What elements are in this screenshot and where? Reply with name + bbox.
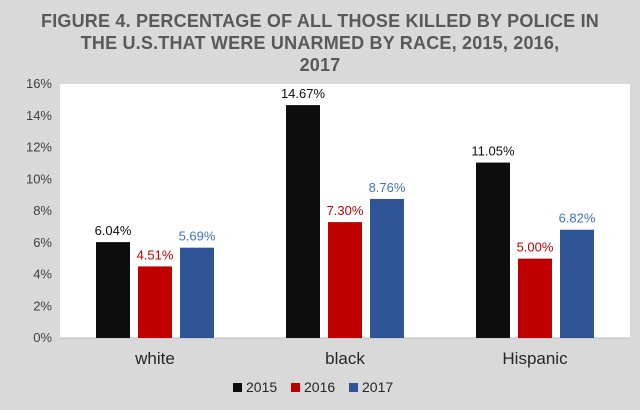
y-tick-label: 2% — [33, 298, 52, 313]
data-label: 6.04% — [95, 223, 132, 238]
bar-2015-black — [286, 105, 320, 339]
chart-title-line-2: THE U.S.THAT WERE UNARMED BY RACE, 2015,… — [80, 33, 560, 53]
x-category-label: black — [325, 349, 365, 368]
bar-2015-white — [96, 242, 130, 338]
chart-title: FIGURE 4. PERCENTAGE OF ALL THOSE KILLED… — [40, 10, 600, 76]
x-category-label: Hispanic — [502, 349, 568, 368]
bar-2017-black — [370, 198, 404, 338]
bar-2016-black — [328, 222, 362, 338]
y-tick-label: 4% — [33, 267, 52, 282]
y-tick-label: 14% — [26, 108, 52, 123]
bar-2016-hispanic — [518, 258, 552, 338]
chart-title-line-1: FIGURE 4. PERCENTAGE OF ALL THOSE KILLED… — [41, 11, 599, 31]
legend-label-2017: 2017 — [362, 379, 393, 395]
data-label: 14.67% — [281, 86, 326, 101]
data-label: 11.05% — [471, 144, 515, 159]
bar-2017-white — [180, 247, 214, 338]
data-label: 4.51% — [137, 247, 174, 262]
y-tick-label: 0% — [33, 330, 52, 345]
data-label: 8.76% — [369, 180, 406, 195]
y-tick-label: 16% — [26, 76, 52, 91]
legend-swatch-2017 — [349, 383, 358, 392]
legend-swatch-2015 — [233, 383, 242, 392]
data-label: 5.69% — [179, 229, 216, 244]
y-tick-label: 6% — [33, 235, 52, 250]
x-category-label: white — [134, 349, 175, 368]
chart-title-line-3: 2017 — [299, 55, 341, 75]
data-label: 7.30% — [327, 203, 364, 218]
data-label: 6.82% — [559, 211, 596, 226]
bar-2015-hispanic — [476, 162, 510, 338]
y-tick-label: 8% — [33, 203, 52, 218]
legend-swatch-2016 — [291, 383, 300, 392]
bar-2016-white — [138, 266, 172, 338]
legend-label-2015: 2015 — [246, 379, 277, 395]
bar-2017-hispanic — [560, 229, 594, 338]
data-label: 5.00% — [517, 240, 554, 255]
y-tick-label: 10% — [26, 171, 52, 186]
legend-label-2016: 2016 — [304, 379, 335, 395]
y-tick-label: 12% — [26, 140, 52, 155]
